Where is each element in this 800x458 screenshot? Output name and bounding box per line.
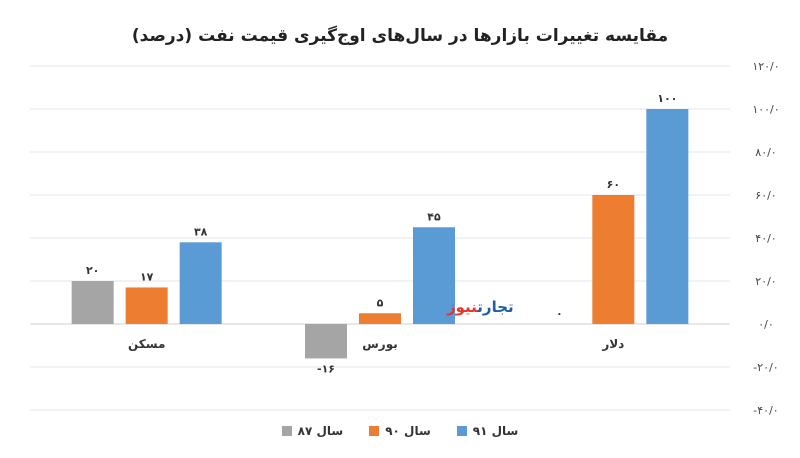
legend-item-91: سال ۹۱ — [456, 424, 519, 438]
y-tick-label: ۴۰/۰ — [755, 232, 776, 245]
watermark-logo: تجارتنیوز — [447, 298, 514, 316]
bar — [592, 195, 635, 324]
bar — [125, 287, 168, 324]
y-tick-label: -۲۰/۰ — [753, 361, 778, 374]
legend-item-90: سال ۹۰ — [369, 424, 431, 438]
data-label: ۱۰۰ — [657, 92, 677, 105]
category-label: بورس — [362, 337, 398, 352]
bar — [359, 313, 401, 324]
data-label: ۶۰ — [607, 178, 620, 191]
data-label: ۰ — [556, 307, 563, 320]
y-tick-label: ۰/۰ — [758, 318, 774, 331]
data-label: -۱۶ — [317, 362, 335, 375]
legend-label-91: سال ۹۱ — [472, 424, 519, 438]
bar — [646, 109, 689, 324]
y-tick-label: ۱۲۰/۰ — [752, 60, 779, 73]
y-tick-label: ۶۰/۰ — [755, 189, 776, 202]
y-tick-label: ۱۰۰/۰ — [752, 103, 779, 116]
bar — [71, 281, 114, 324]
category-label: مسکن — [128, 337, 165, 351]
legend-label-90: سال ۹۰ — [385, 424, 431, 438]
data-label: ۵ — [377, 296, 384, 309]
legend-swatch-91 — [456, 426, 467, 436]
data-label: ۲۰ — [86, 264, 99, 277]
data-label: ۴۵ — [427, 210, 441, 223]
category-label: دلار — [601, 337, 624, 351]
data-label: ۱۷ — [140, 270, 154, 283]
y-tick-label: -۴۰/۰ — [753, 404, 778, 417]
legend-swatch-90 — [369, 426, 380, 436]
bar — [179, 242, 222, 324]
y-tick-label: ۲۰/۰ — [755, 275, 776, 288]
bar — [305, 324, 347, 359]
chart-legend: سال ۸۷ سال ۹۰ سال ۹۱ — [0, 424, 800, 438]
bar — [413, 227, 455, 324]
legend-swatch-87 — [281, 426, 292, 436]
watermark-text-a: تجارت — [477, 298, 514, 316]
chart-title: مقایسه تغییرات بازارها در سال‌های اوج‌گی… — [131, 26, 669, 46]
watermark-text-b: نیوز — [447, 298, 478, 316]
legend-label-87: سال ۸۷ — [297, 424, 344, 438]
data-label: ۳۸ — [194, 225, 208, 238]
legend-item-87: سال ۸۷ — [281, 424, 344, 438]
y-tick-label: ۸۰/۰ — [755, 146, 776, 159]
